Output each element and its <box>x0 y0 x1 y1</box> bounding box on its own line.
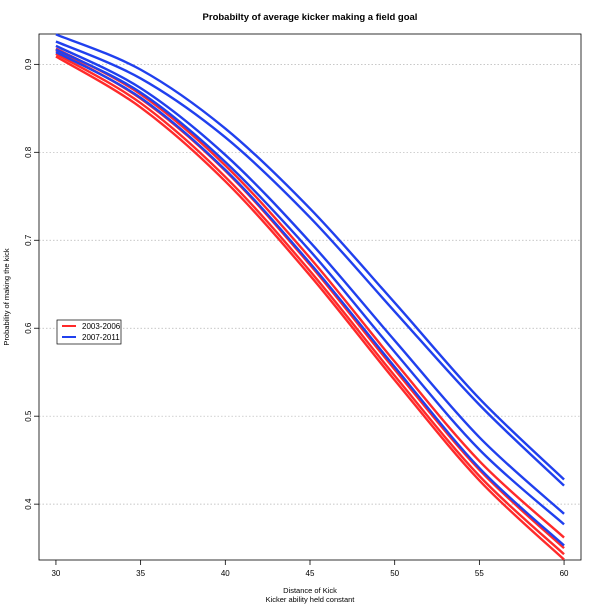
series-lines <box>55 33 565 561</box>
x-tick-label: 40 <box>221 569 230 578</box>
y-tick-label: 0.9 <box>24 58 33 70</box>
x-tick-label: 35 <box>136 569 145 578</box>
series-line-2007-2011-5 <box>55 48 565 526</box>
legend-label-2007-2011: 2007-2011 <box>82 333 120 342</box>
x-axis-label: Distance of Kick <box>283 586 337 595</box>
y-tick-label: 0.6 <box>24 322 33 334</box>
y-axis-label: Probability of making the kick <box>2 248 11 345</box>
series-line-2007-2011-8 <box>55 33 565 481</box>
series-line-2003-2006-3 <box>55 47 565 539</box>
y-tick-label: 0.4 <box>24 498 33 510</box>
x-tick-label: 50 <box>390 569 399 578</box>
x-axis-sublabel: Kicker ability held constant <box>266 595 356 604</box>
x-tick-label: 45 <box>306 569 315 578</box>
series-line-2007-2011-6 <box>55 44 565 515</box>
x-tick-label: 55 <box>475 569 484 578</box>
series-line-2003-2006-0 <box>55 55 565 561</box>
series-line-2007-2011-4 <box>55 50 565 547</box>
x-tick-label: 30 <box>51 569 60 578</box>
x-axis: 30 35 40 45 50 55 60 <box>51 560 569 578</box>
legend-label-2003-2006: 2003-2006 <box>82 322 121 331</box>
y-axis: 0.4 0.5 0.6 0.7 0.8 0.9 <box>24 58 39 510</box>
legend-box <box>56 319 122 345</box>
y-tick-label: 0.5 <box>24 410 33 422</box>
series-line-2003-2006-1 <box>55 52 565 556</box>
x-tick-label: 60 <box>560 569 569 578</box>
series-line-2007-2011-7 <box>55 40 565 487</box>
y-tick-label: 0.7 <box>24 234 33 246</box>
series-line-2003-2006-2 <box>55 49 565 550</box>
gridlines <box>39 63 581 505</box>
y-tick-label: 0.8 <box>24 146 33 158</box>
legend: 2003-2006 2007-2011 <box>56 319 122 345</box>
chart-title: Probabilty of average kicker making a fi… <box>203 12 418 23</box>
